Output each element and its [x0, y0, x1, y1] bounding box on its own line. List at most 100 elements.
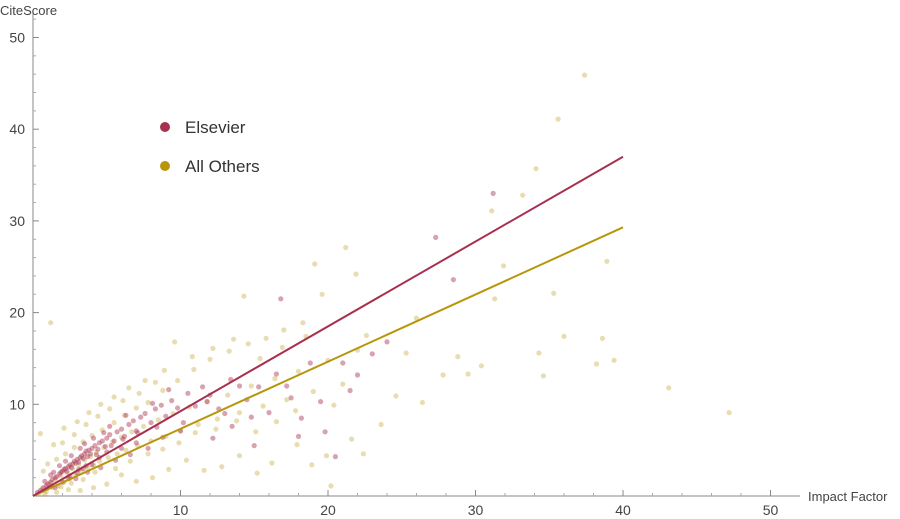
point-elsevier [490, 190, 496, 196]
point-all-others [440, 372, 446, 378]
point-all-others [87, 454, 94, 460]
legend-marker-all-others [160, 161, 170, 171]
point-all-others [353, 271, 359, 277]
point-all-others [155, 417, 161, 423]
point-all-others [104, 481, 110, 487]
point-all-others [279, 344, 285, 350]
point-elsevier [204, 399, 210, 405]
point-elsevier [295, 433, 302, 439]
point-all-others [604, 258, 610, 264]
point-all-others [413, 315, 420, 321]
point-all-others [114, 451, 120, 457]
point-all-others [129, 429, 135, 435]
point-elsevier [163, 413, 169, 419]
point-elsevier [51, 469, 57, 475]
data-points [34, 72, 732, 497]
point-all-others [90, 462, 97, 468]
point-elsevier [222, 410, 228, 417]
point-all-others [666, 385, 672, 391]
point-all-others [86, 410, 92, 416]
point-all-others [59, 440, 66, 446]
point-elsevier [80, 455, 86, 461]
point-elsevier [278, 296, 284, 302]
point-elsevier [322, 429, 328, 435]
point-all-others [142, 377, 148, 384]
point-elsevier [65, 464, 71, 470]
point-all-others [309, 462, 315, 468]
point-elsevier [210, 435, 216, 441]
point-all-others [260, 403, 266, 409]
legend-item-all-others: All Others [160, 157, 260, 176]
point-all-others [160, 446, 166, 452]
point-all-others [201, 467, 207, 473]
point-all-others [161, 367, 167, 373]
point-all-others [236, 453, 243, 459]
point-all-others [207, 356, 213, 362]
point-all-others [68, 480, 74, 486]
point-elsevier [384, 339, 390, 345]
fit-line-elsevier [32, 155, 624, 497]
point-all-others [61, 425, 67, 431]
point-all-others [419, 399, 425, 406]
point-all-others [273, 419, 279, 425]
x-axis-ticks: 10 20 30 40 50 [62, 490, 779, 518]
point-elsevier [138, 414, 144, 420]
point-elsevier [67, 462, 73, 468]
point-all-others [465, 371, 471, 377]
point-all-others [551, 290, 557, 296]
point-all-others [80, 439, 86, 445]
point-all-others [105, 454, 111, 461]
point-all-others [213, 426, 219, 432]
point-elsevier [166, 387, 172, 393]
point-elsevier [99, 438, 105, 444]
point-elsevier [433, 234, 439, 240]
point-all-others [80, 476, 86, 483]
point-all-others [92, 469, 98, 475]
point-elsevier [120, 436, 126, 442]
point-all-others [533, 166, 539, 172]
point-all-others [98, 401, 104, 407]
point-elsevier [92, 443, 98, 449]
point-all-others [378, 421, 384, 428]
point-elsevier [266, 410, 272, 416]
point-all-others [46, 480, 52, 486]
point-all-others [455, 354, 461, 360]
point-all-others [343, 244, 349, 251]
point-all-others [272, 376, 278, 382]
point-all-others [95, 413, 101, 419]
point-all-others [360, 451, 366, 457]
point-all-others [253, 429, 259, 435]
point-all-others [65, 487, 71, 493]
point-elsevier [185, 390, 191, 396]
point-all-others [248, 383, 254, 389]
point-elsevier [318, 399, 324, 405]
point-all-others [152, 379, 158, 385]
point-elsevier [61, 466, 67, 472]
point-elsevier [127, 452, 133, 458]
point-elsevier [74, 456, 80, 462]
point-elsevier [332, 454, 338, 460]
point-all-others [236, 410, 243, 416]
point-all-others [160, 387, 166, 394]
point-all-others [349, 436, 355, 442]
point-elsevier [64, 468, 70, 474]
point-elsevier [298, 415, 304, 421]
point-elsevier [169, 398, 175, 404]
y-axis-title: CiteScore [0, 3, 57, 18]
fit-lines [32, 155, 624, 497]
point-elsevier [93, 452, 99, 458]
point-all-others [225, 392, 231, 398]
point-all-others [76, 462, 82, 468]
point-elsevier [114, 429, 120, 435]
point-all-others [71, 444, 77, 450]
point-elsevier [284, 383, 290, 389]
point-all-others [183, 457, 189, 463]
y-tick-label: 50 [9, 30, 25, 46]
x-tick-label: 50 [763, 502, 779, 518]
point-all-others [500, 263, 507, 269]
point-all-others [54, 489, 60, 495]
point-elsevier [126, 421, 132, 428]
point-elsevier [45, 481, 51, 487]
point-elsevier [288, 395, 294, 401]
